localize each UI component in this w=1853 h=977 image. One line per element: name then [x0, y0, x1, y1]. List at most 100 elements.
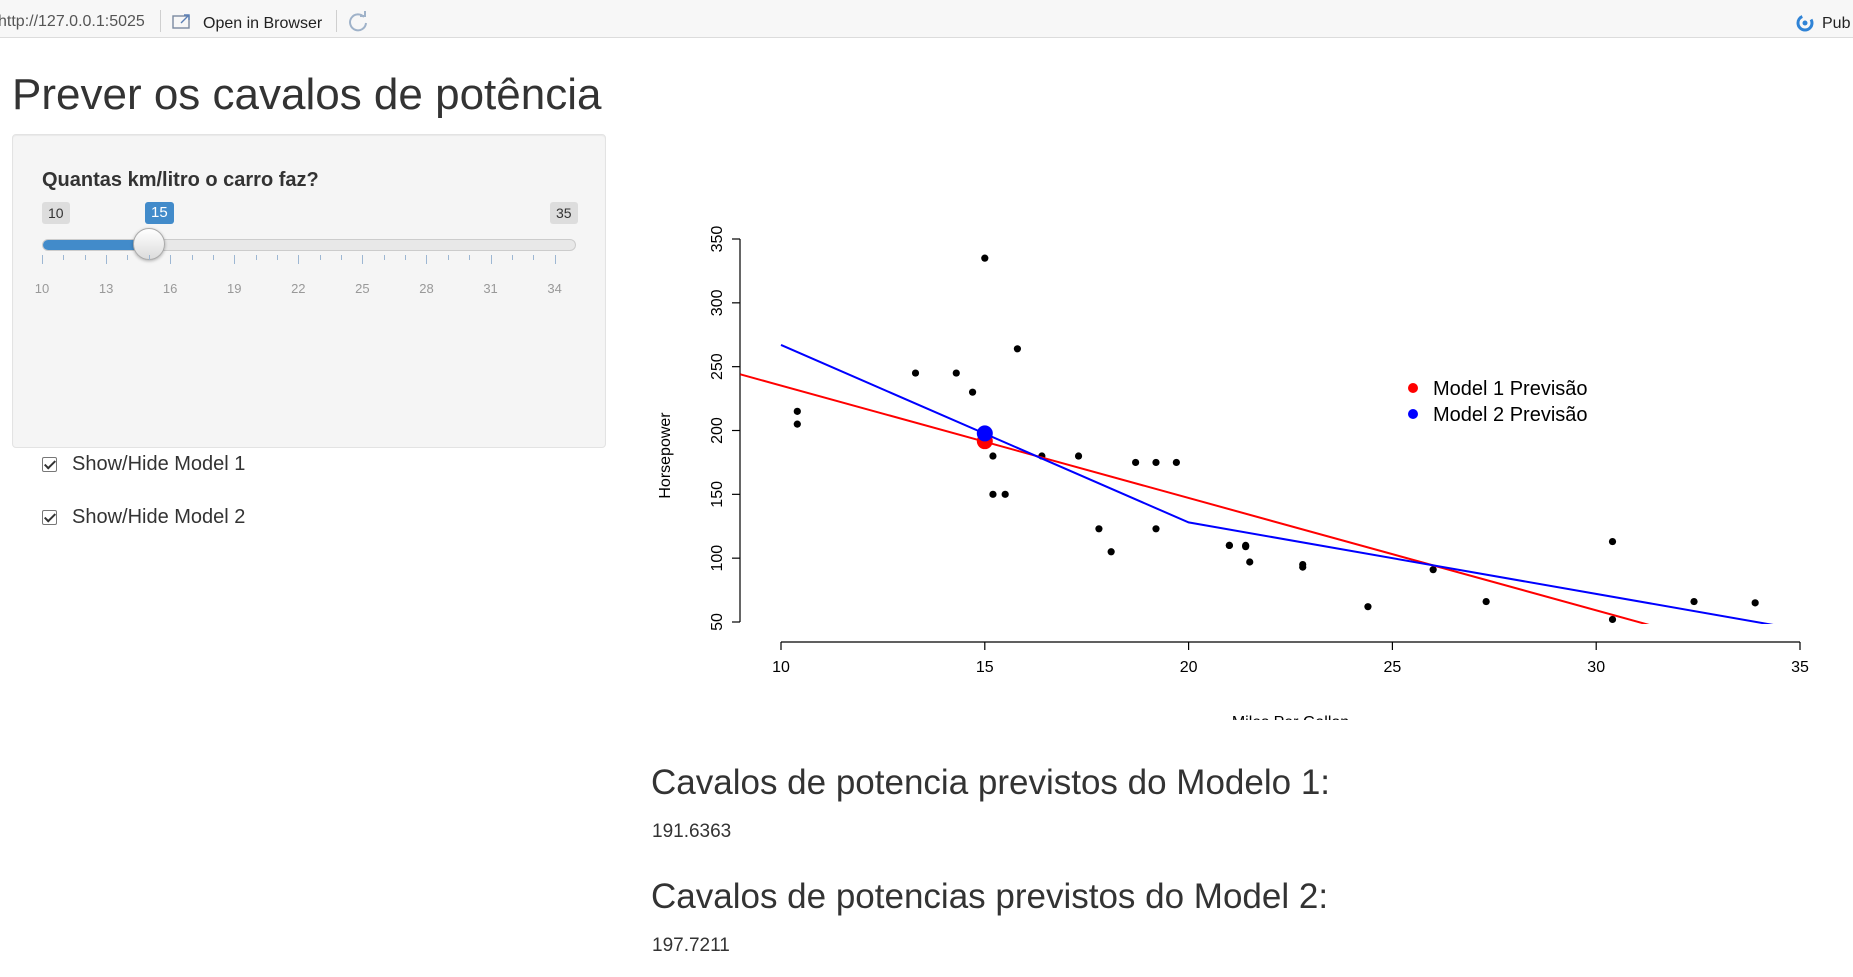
refresh-icon[interactable]	[347, 11, 369, 33]
data-point	[793, 420, 801, 428]
model2-prediction-point	[976, 425, 993, 442]
data-point	[1608, 615, 1617, 624]
slider-tick	[106, 255, 108, 264]
data-point	[1429, 566, 1437, 574]
slider-tick-label: 28	[419, 281, 434, 296]
data-point	[1152, 458, 1160, 467]
model1-heading: Cavalos de potencia previstos do Modelo …	[651, 763, 1331, 802]
slider-tick	[298, 255, 300, 264]
data-point	[1172, 458, 1180, 467]
legend-label: Model 2 Previsão	[1433, 404, 1588, 426]
toolbar-divider	[160, 10, 161, 32]
data-point	[1001, 490, 1009, 498]
horsepower-scatter-plot: 10 15 20 25 30 35 50 100 150 200 250 300 350 Miles Pe…	[657, 226, 1809, 720]
slider-tick	[255, 255, 257, 260]
slider-tick	[127, 255, 129, 260]
x-tick-label: 10	[772, 659, 790, 676]
slider-tick-label: 19	[227, 281, 242, 296]
data-point	[1608, 537, 1617, 546]
slider-tick	[426, 255, 428, 264]
slider-tick	[170, 255, 172, 264]
slider-tick	[490, 255, 492, 264]
data-point	[1074, 452, 1083, 460]
data-point	[911, 369, 920, 377]
slider-tick-label: 34	[547, 281, 562, 296]
slider-tick-label: 25	[355, 281, 370, 296]
model1-value: 191.6363	[652, 821, 732, 842]
slider-tick-label: 31	[483, 281, 498, 296]
y-tick-label: 350	[709, 226, 726, 253]
sidebar-panel: Quantas km/litro o carro faz? 10 15 35 1…	[12, 134, 606, 528]
show-hide-model1-checkbox[interactable]: Show/Hide Model 1	[42, 453, 245, 476]
toolbar-divider	[336, 10, 337, 32]
checkbox-model1-label: Show/Hide Model 1	[72, 453, 246, 475]
data-point	[1482, 597, 1490, 606]
data-point	[1225, 541, 1233, 549]
slider-max-label: 35	[550, 202, 578, 224]
slider-tick	[148, 255, 150, 260]
slider-tick	[319, 255, 321, 260]
mpg-slider-track[interactable]	[42, 239, 576, 251]
y-tick-label: 300	[709, 289, 726, 316]
data-point	[1095, 525, 1103, 533]
y-tick-label: 200	[709, 417, 726, 444]
model2-heading: Cavalos de potencias previstos do Model …	[651, 877, 1329, 916]
slider-tick	[554, 255, 556, 264]
slider-tick	[63, 255, 65, 260]
mpg-slider-fill	[43, 240, 150, 250]
model2-regression-line	[780, 344, 1774, 624]
data-point	[1013, 345, 1022, 353]
data-point	[1242, 543, 1250, 551]
x-tick-label: 35	[1791, 659, 1809, 676]
y-tick-label: 100	[709, 545, 726, 572]
x-tick-label: 25	[1384, 659, 1402, 676]
y-tick-label: 50	[709, 613, 726, 631]
slider-tick	[234, 255, 236, 264]
viewer-toolbar: http://127.0.0.1:5025 Open in Browser Pu…	[0, 0, 1853, 38]
model2-value: 197.7211	[652, 935, 730, 956]
slider-tick	[533, 255, 535, 260]
publish-button[interactable]: Pub	[1822, 15, 1851, 32]
slider-tick-label: 22	[291, 281, 306, 296]
slider-tick	[191, 255, 193, 260]
legend-label: Model 1 Previsão	[1433, 378, 1588, 400]
slider-value-label: 15	[145, 202, 174, 224]
legend-marker	[1408, 383, 1418, 393]
data-point	[989, 452, 997, 460]
show-hide-model2-checkbox[interactable]: Show/Hide Model 2	[42, 506, 245, 529]
x-tick-label: 15	[976, 659, 994, 676]
slider-tick	[84, 255, 86, 260]
data-point	[793, 407, 801, 415]
slider-tick	[511, 255, 513, 260]
data-point	[1107, 548, 1115, 556]
open-in-browser-icon[interactable]	[172, 14, 192, 30]
y-tick-label: 150	[709, 481, 726, 508]
slider-tick	[405, 255, 407, 260]
checkbox-model2-box[interactable]	[42, 510, 57, 525]
slider-tick	[212, 255, 214, 260]
url-label: http://127.0.0.1:5025	[0, 13, 145, 30]
slider-tick	[42, 255, 43, 264]
slider-label: Quantas km/litro o carro faz?	[42, 169, 319, 191]
slider-tick	[447, 255, 449, 260]
slider-tick-label: 16	[162, 281, 178, 296]
mpg-slider-handle[interactable]	[132, 228, 165, 260]
x-tick-label: 30	[1587, 659, 1605, 676]
y-tick-label: 250	[709, 353, 726, 380]
open-in-browser-button[interactable]: Open in Browser	[203, 15, 323, 32]
publish-icon[interactable]	[1793, 12, 1817, 34]
slider-tick	[383, 255, 385, 260]
data-point	[1152, 525, 1160, 533]
slider-tick-label: 10	[34, 281, 50, 296]
checkbox-model1-box[interactable]	[42, 457, 57, 472]
data-point	[989, 490, 997, 498]
slider-min-label: 10	[42, 202, 70, 224]
data-point	[1690, 597, 1698, 606]
slider-tick	[341, 255, 343, 260]
data-point	[1246, 558, 1254, 566]
data-point	[1132, 458, 1140, 467]
slider-tick	[362, 255, 364, 264]
slider-tick	[276, 255, 278, 260]
y-axis-title: Horsepower	[657, 412, 674, 499]
legend-marker	[1408, 409, 1418, 419]
